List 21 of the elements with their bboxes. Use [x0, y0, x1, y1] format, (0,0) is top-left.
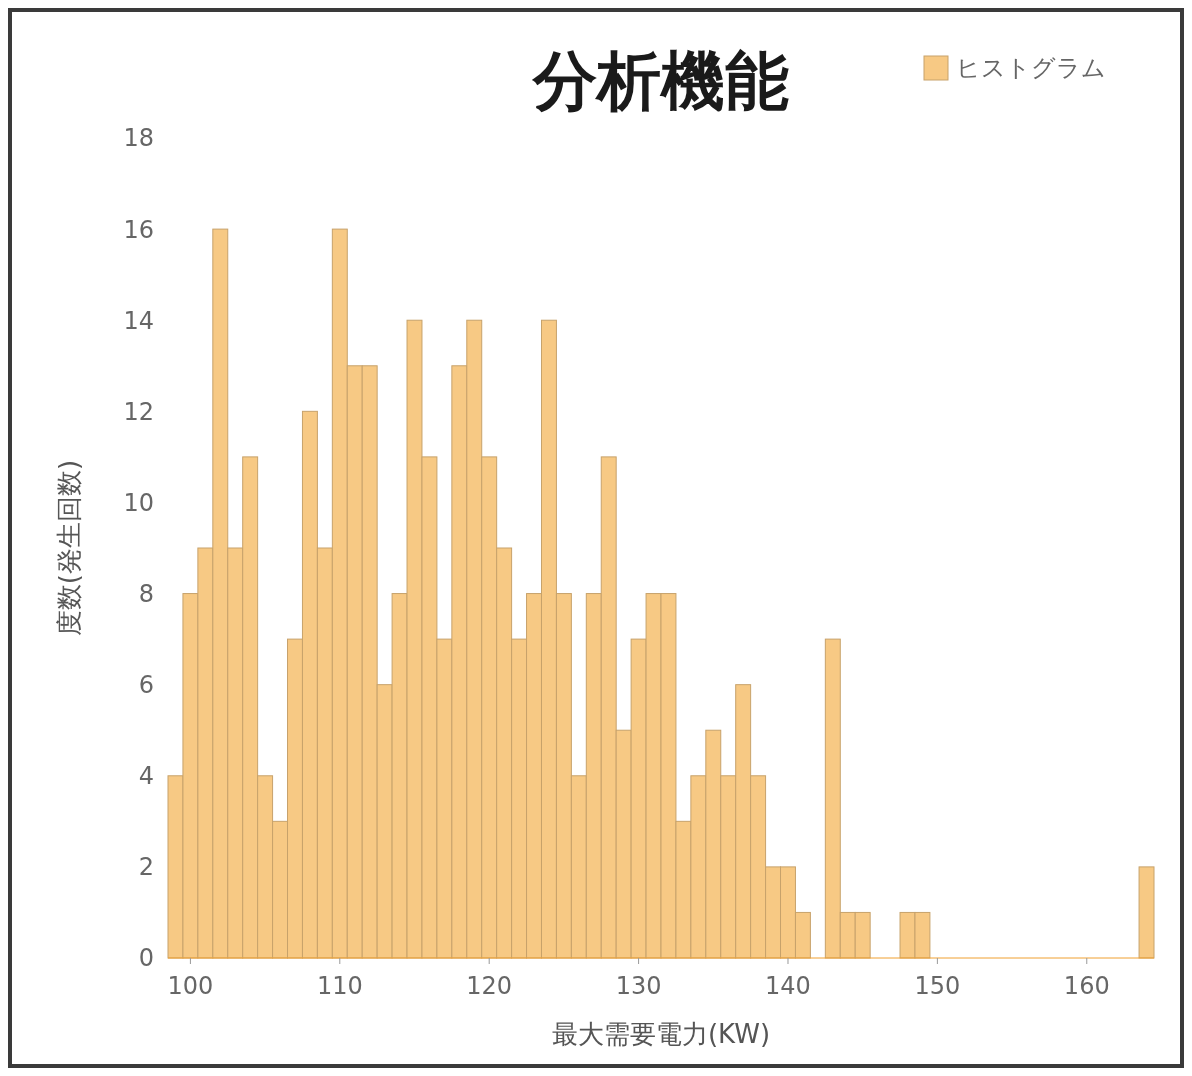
x-axis-title: 最大需要電力(KW) — [551, 1019, 771, 1049]
y-tick-label: 18 — [123, 124, 154, 153]
legend-label: ヒストグラム — [956, 54, 1106, 83]
y-tick-label: 12 — [123, 397, 154, 426]
x-tick-label: 100 — [167, 972, 214, 1000]
y-tick-label: 16 — [123, 215, 154, 244]
chart-title: 分析機能 — [531, 44, 789, 118]
y-tick-label: 6 — [138, 671, 154, 700]
y-tick-label: 4 — [138, 762, 154, 791]
x-tick-label: 160 — [1063, 972, 1110, 1000]
y-tick-label: 8 — [138, 579, 154, 608]
y-tick-label: 2 — [138, 853, 154, 882]
x-tick-label: 150 — [914, 972, 961, 1000]
y-axis-title: 度数(発生回数) — [54, 459, 84, 637]
y-tick-label: 0 — [138, 944, 154, 973]
y-tick-label: 10 — [123, 488, 154, 517]
x-tick-label: 110 — [316, 972, 363, 1000]
y-tick-label: 14 — [123, 306, 154, 335]
x-tick-label: 120 — [466, 972, 513, 1000]
x-tick-label: 140 — [765, 972, 811, 1000]
x-tick-label: 130 — [615, 972, 662, 1000]
